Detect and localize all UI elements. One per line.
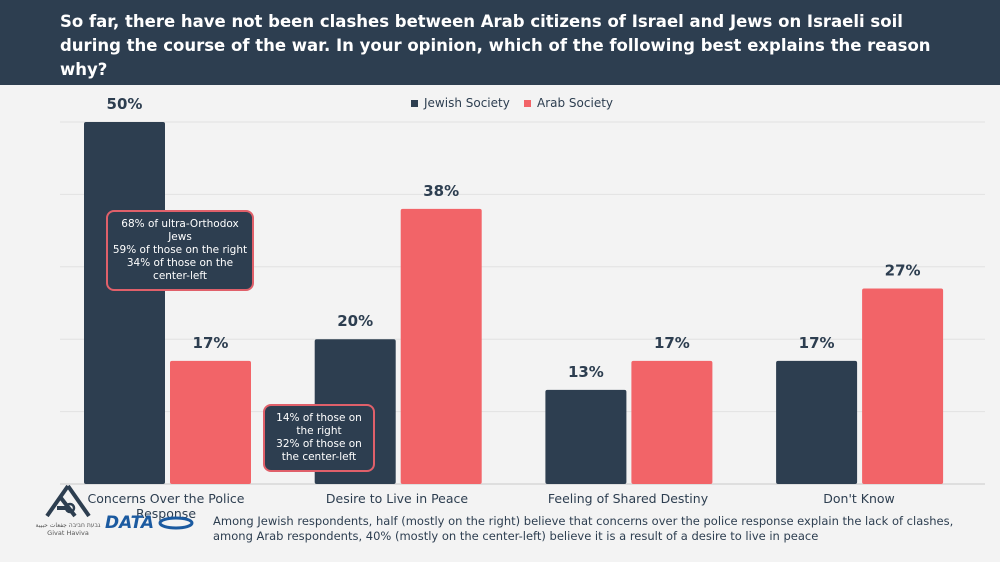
annotation-peace: 14% of those on the right 32% of those o… — [263, 404, 375, 472]
footnote: Among Jewish respondents, half (mostly o… — [213, 514, 954, 543]
bar-jewish — [545, 389, 627, 484]
annotation-line: 32% of those on the center-left — [276, 438, 362, 463]
bar-arab — [862, 288, 944, 484]
legend-swatch — [524, 99, 531, 107]
legend-item-arab: Arab Society — [524, 96, 613, 110]
annotation-line: 59% of those on the right — [112, 244, 248, 256]
bar-jewish — [776, 360, 858, 484]
bar-arab — [631, 360, 713, 484]
data-label: 20% — [337, 312, 373, 330]
givat-haviva-icon — [45, 484, 91, 518]
category-label: Desire to Live in Peace — [325, 491, 469, 506]
logo-text-hebrew: גבעת חביבה جفعات حبيبة — [35, 522, 101, 529]
data-label: 50% — [107, 95, 143, 113]
logo-text: DATA — [105, 513, 155, 533]
data-label: 17% — [654, 334, 690, 352]
annotation-line: 68% of ultra-Orthodox Jews — [121, 218, 239, 243]
givat-haviva-logo: גבעת חביבה جفعات حبيبة Givat Haviva — [18, 484, 118, 537]
data-label: 13% — [568, 363, 604, 381]
data-label: 38% — [423, 182, 459, 200]
data-logo: DATA — [105, 513, 194, 533]
legend-item-jewish: Jewish Society — [411, 96, 510, 110]
data-swoosh-icon — [158, 516, 194, 530]
bar-arab — [170, 360, 251, 484]
data-label: 17% — [193, 334, 229, 352]
logo-text: Givat Haviva — [47, 529, 89, 537]
bar-arab — [400, 208, 482, 484]
data-label: 27% — [885, 262, 921, 280]
bar-jewish — [84, 122, 165, 484]
category-label: Don't Know — [823, 491, 895, 506]
annotation-line: 14% of those on the right — [276, 412, 362, 437]
legend-label: Arab Society — [537, 96, 614, 110]
annotation-police: 68% of ultra-Orthodox Jews 59% of those … — [106, 210, 254, 291]
data-label: 17% — [799, 334, 835, 352]
legend-swatch — [411, 99, 418, 107]
category-label: Feeling of Shared Destiny — [547, 491, 709, 506]
legend-label: Jewish Society — [424, 96, 510, 110]
annotation-line: 34% of those on the center-left — [126, 257, 234, 282]
page-title: So far, there have not been clashes betw… — [0, 0, 1000, 85]
